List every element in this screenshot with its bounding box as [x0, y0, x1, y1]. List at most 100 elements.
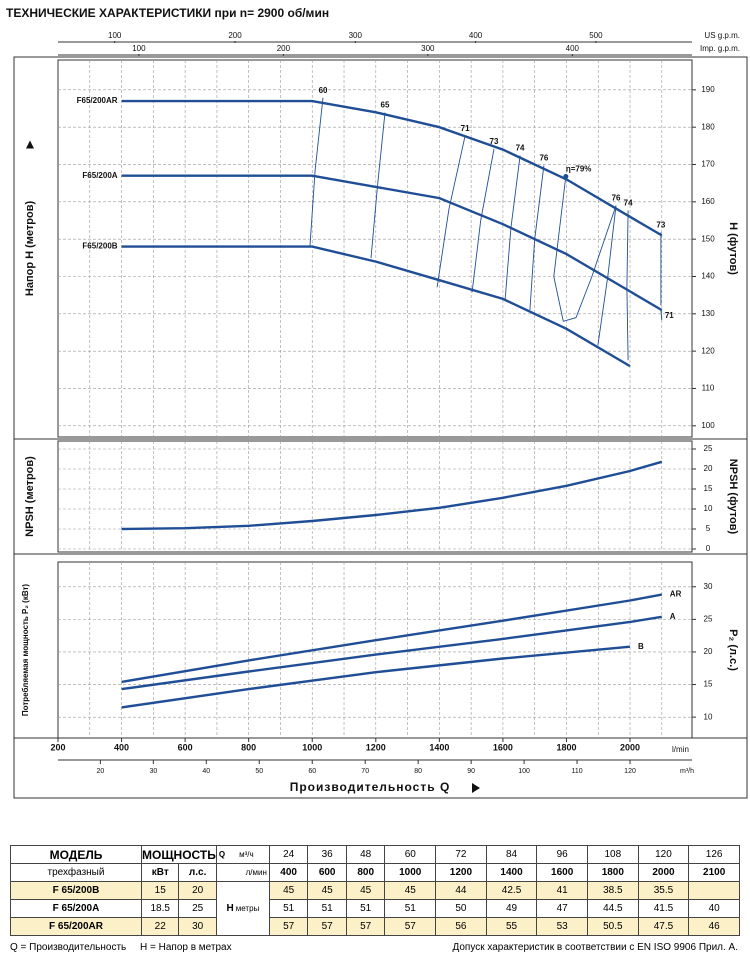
y-tick-label: 180: [701, 122, 715, 131]
table-cell: 18.5: [140, 899, 180, 918]
table-cell: F 65/200AR: [10, 917, 142, 936]
series-label: A: [670, 612, 676, 621]
table-cell: 57: [384, 917, 437, 936]
x-unit: l/min: [672, 745, 689, 754]
q-note: Q = Производительность: [10, 942, 127, 953]
table-cell: 30: [178, 917, 217, 936]
x-tick-label: 1600: [493, 742, 513, 752]
y-tick-label: 110: [702, 384, 715, 393]
table-cell: 2100: [688, 863, 740, 882]
series-label: F65/200B: [82, 242, 117, 251]
table-cell: 800: [345, 863, 386, 882]
top-tick-label: 200: [277, 44, 291, 53]
table-cell: 400: [268, 863, 309, 882]
table-cell: л.с.: [178, 863, 217, 882]
table-cell: 1600: [536, 863, 588, 882]
x-tick-label: 1400: [429, 742, 449, 752]
curve: [121, 593, 663, 684]
efficiency-label: 74: [624, 199, 633, 208]
table-cell: 108: [587, 845, 639, 864]
efficiency-label: 74: [516, 144, 525, 153]
table-cell: 24: [268, 845, 309, 864]
x-tick-label: 1000: [302, 742, 322, 752]
table-cell: МОЩНОСТЬ: [141, 845, 217, 864]
table-cell: 50: [435, 899, 487, 918]
top-tick-label: 200: [228, 31, 242, 40]
table-cell: 51: [345, 899, 386, 918]
table-cell: 120: [637, 845, 690, 864]
chart: ТЕХНИЧЕСКИЕ ХАРАКТЕРИСТИКИ при n= 2900 о…: [6, 6, 748, 799]
unit: метры: [235, 904, 260, 913]
series-label: AR: [670, 590, 682, 599]
series-label: F65/200A: [82, 171, 117, 180]
table-cell: 72: [435, 845, 487, 864]
table-cell: 48: [345, 845, 386, 864]
plot-area: [57, 59, 693, 438]
top-tick-label: 400: [566, 44, 580, 53]
table-cell: 2000: [637, 863, 690, 882]
y-tick-label: 0: [706, 544, 711, 553]
y-tick-label: 25: [704, 444, 713, 453]
efficiency-curve: [471, 148, 495, 293]
table-cell: 22: [140, 917, 180, 936]
x2-tick-label: 90: [467, 768, 475, 775]
y2-axis-title: P₂ (л.с.): [727, 629, 739, 671]
y-tick-label: 100: [701, 421, 715, 430]
x-axis-title: Производительность Q: [290, 780, 451, 794]
table-cell: 96: [536, 845, 588, 864]
table-cell: 57: [307, 917, 347, 936]
table-cell: 25: [178, 899, 217, 918]
table-cell: 56: [435, 917, 487, 936]
table-row: трехфазный кВт л.с. л/мин 400 600 800 1000 1200 1…: [10, 863, 740, 882]
x2-tick-label: 60: [308, 768, 316, 775]
table-cell: 38.5: [587, 881, 639, 900]
x2-tick-label: 110: [571, 768, 582, 775]
efficiency-curve: [660, 310, 663, 321]
curve: [121, 615, 662, 691]
table-cell: [688, 881, 740, 900]
y-tick-label: 15: [704, 484, 713, 493]
x-tick-label: 2000: [620, 742, 640, 752]
efficiency-curve: [553, 176, 617, 322]
x2-tick-label: 50: [255, 768, 263, 775]
efficiency-curve: [626, 210, 629, 361]
efficiency-curve: [309, 97, 324, 246]
table-cell: 1000: [384, 863, 437, 882]
efficiency-label: 76: [539, 154, 548, 163]
y-tick-label: 5: [706, 524, 711, 533]
x-tick-label: 400: [114, 742, 129, 752]
series-label: B: [638, 642, 644, 651]
arrow: [26, 140, 34, 149]
table-cell: 44: [435, 881, 487, 900]
title: ТЕХНИЧЕСКИЕ ХАРАКТЕРИСТИКИ при n= 2900 о…: [6, 6, 329, 20]
y-tick-label: 120: [701, 346, 715, 355]
x2-tick-label: 70: [361, 768, 369, 775]
table-cell: 55: [485, 917, 538, 936]
y-tick-label: 150: [701, 234, 715, 243]
y-tick-label: 20: [704, 647, 713, 656]
y-tick-label: 190: [701, 85, 715, 94]
table-cell: 51: [307, 899, 347, 918]
arrow: [472, 783, 480, 793]
efficiency-label: 65: [381, 101, 390, 110]
curve: [121, 645, 631, 709]
h-symbol: H: [226, 903, 234, 914]
table-cell: 36: [307, 845, 347, 864]
table-cell: МОДЕЛЬ: [10, 845, 142, 864]
efficiency-label: 60: [319, 86, 328, 95]
top-axis-unit: US g.p.m.: [704, 31, 740, 40]
efficiency-curve: [504, 155, 521, 301]
x2-tick-label: 80: [414, 768, 422, 775]
table-cell: трехфазный: [10, 863, 142, 882]
y-tick-label: 160: [701, 197, 715, 206]
efficiency-label: η=79%: [566, 165, 592, 174]
x-tick-label: 1800: [556, 742, 576, 752]
table-cell: 47.5: [637, 917, 690, 936]
efficiency-curve: [597, 205, 617, 346]
y-tick-label: 15: [704, 680, 713, 689]
x-tick-label: 800: [241, 742, 256, 752]
efficiency-curve: [529, 165, 545, 311]
curve: [121, 99, 663, 237]
